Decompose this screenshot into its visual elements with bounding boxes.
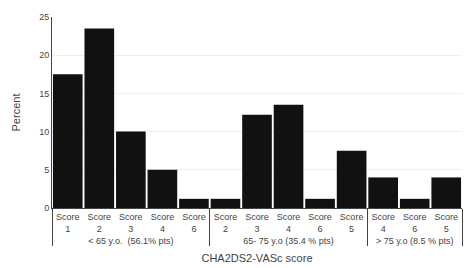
svg-text:Percent: Percent (10, 94, 22, 132)
svg-text:Score4: Score4 (277, 212, 301, 234)
svg-text:Score4: Score4 (151, 212, 175, 234)
svg-text:Score4: Score4 (371, 212, 395, 234)
svg-text:Score6: Score6 (403, 212, 427, 234)
svg-text:Score5: Score5 (434, 212, 458, 234)
svg-text:15: 15 (39, 89, 49, 99)
svg-text:> 75 y.o (8.5 % pts): > 75 y.o (8.5 % pts) (376, 236, 454, 246)
svg-text:Score1: Score1 (56, 212, 80, 234)
svg-text:Score5: Score5 (340, 212, 364, 234)
svg-text:CHA2DS2-VASc score: CHA2DS2-VASc score (201, 252, 312, 264)
svg-text:Score6: Score6 (308, 212, 332, 234)
svg-text:25: 25 (39, 12, 49, 22)
svg-text:5: 5 (44, 165, 49, 175)
svg-text:Score6: Score6 (182, 212, 206, 234)
svg-text:Score3: Score3 (119, 212, 143, 234)
svg-text:< 65 y.o. (56.1% pts): < 65 y.o. (56.1% pts) (88, 236, 173, 246)
svg-text:20: 20 (39, 50, 49, 60)
svg-text:Score3: Score3 (245, 212, 269, 234)
svg-text:0: 0 (44, 203, 49, 213)
svg-text:Score2: Score2 (88, 212, 112, 234)
svg-text:Score2: Score2 (214, 212, 238, 234)
svg-text:65- 75 y.o (35.4 % pts): 65- 75 y.o (35.4 % pts) (243, 236, 333, 246)
svg-text:10: 10 (39, 127, 49, 137)
